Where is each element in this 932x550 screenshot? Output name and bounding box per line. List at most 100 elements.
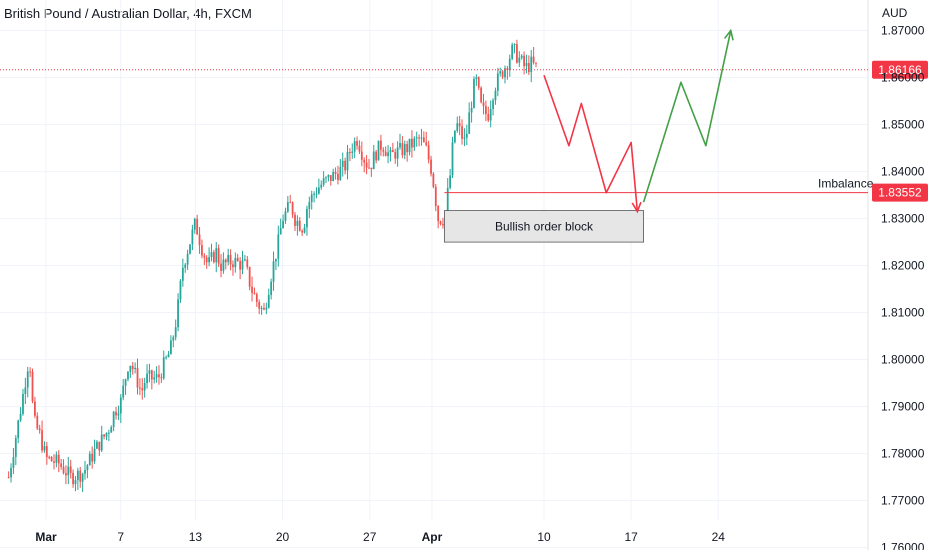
- candle-body: [148, 370, 151, 374]
- candle-body: [389, 150, 392, 153]
- candle-body: [511, 44, 514, 59]
- price-axis[interactable]: 1.87000 1.86000 1.85000 1.84000 1.83000 1.820…: [881, 24, 925, 550]
- candle-body: [289, 202, 292, 204]
- candle-body: [167, 354, 170, 358]
- candle-body: [382, 149, 385, 152]
- candle-body: [241, 260, 244, 270]
- candle-body: [530, 56, 533, 73]
- price-tick-label: 1.86000: [881, 71, 925, 85]
- candle-body: [365, 162, 368, 168]
- candles: [7, 39, 537, 492]
- candle-body: [74, 480, 77, 485]
- candle-body: [88, 453, 91, 466]
- candle-body: [356, 141, 358, 146]
- candle-body: [232, 264, 234, 268]
- candle-body: [153, 377, 156, 380]
- candle-body: [220, 263, 222, 271]
- candle-body: [437, 206, 440, 222]
- candle-body: [482, 102, 485, 107]
- candle-body: [501, 71, 504, 78]
- candle-body: [62, 466, 65, 474]
- candle-body: [22, 393, 24, 414]
- candle-body: [399, 143, 401, 148]
- time-tick-label: Apr: [422, 530, 443, 544]
- candle-body: [279, 228, 282, 235]
- candle-body: [84, 470, 86, 474]
- candle-body: [377, 140, 380, 161]
- candle-body: [396, 147, 399, 159]
- current-price-badge: [872, 60, 928, 79]
- candle-body: [81, 473, 84, 482]
- candle-body: [485, 106, 487, 115]
- candle-body: [246, 259, 249, 268]
- candle-body: [477, 77, 480, 88]
- candle-body: [255, 294, 258, 302]
- time-tick-label: 20: [276, 530, 290, 544]
- candle-body: [29, 371, 32, 373]
- candle-body: [465, 133, 468, 138]
- candle-body: [348, 152, 351, 154]
- candle-body: [473, 79, 475, 109]
- candle-body: [313, 193, 315, 195]
- candle-body: [48, 456, 51, 458]
- candle-body: [408, 138, 411, 153]
- candle-body: [165, 357, 168, 359]
- price-tick-label: 1.77000: [881, 494, 925, 508]
- candle-body: [496, 73, 499, 91]
- candle-body: [57, 454, 60, 464]
- candle-body: [434, 186, 437, 207]
- candle-body: [263, 308, 265, 310]
- candle-body: [155, 374, 158, 378]
- candle-body: [91, 453, 94, 462]
- current-price-text: 1.86166: [878, 63, 922, 77]
- candle-body: [98, 441, 101, 451]
- candle-body: [184, 264, 187, 268]
- candle-body: [344, 160, 347, 171]
- candle-body: [172, 337, 175, 341]
- candle-body: [470, 108, 473, 113]
- price-tick-label: 1.87000: [881, 24, 925, 38]
- candle-body: [227, 255, 230, 263]
- candle-body: [196, 218, 199, 235]
- candle-body: [442, 223, 444, 226]
- candle-body: [535, 62, 537, 64]
- candle-body: [298, 220, 301, 231]
- candle-body: [19, 413, 22, 421]
- candle-body: [251, 286, 253, 294]
- candle-body: [222, 259, 225, 271]
- candle-body: [258, 301, 261, 309]
- candle-body: [103, 434, 105, 437]
- candle-body: [308, 201, 311, 209]
- candle-body: [372, 151, 375, 170]
- projection-up-path: [642, 30, 732, 203]
- time-axis[interactable]: Mar 7 13 20 27 Apr 10 17 24: [35, 530, 725, 544]
- candle-body: [189, 244, 191, 254]
- price-tick-label: 1.80000: [881, 353, 925, 367]
- candle-body: [33, 401, 36, 416]
- candle-body: [516, 44, 518, 63]
- candle-body: [329, 175, 332, 182]
- candle-body: [353, 141, 356, 152]
- candle-body: [406, 144, 409, 153]
- candle-body: [317, 187, 320, 194]
- candle-body: [224, 259, 227, 263]
- candle-body: [234, 257, 237, 268]
- candle-body: [96, 441, 98, 449]
- candle-body: [527, 62, 530, 73]
- candle-body: [7, 477, 10, 479]
- candle-body: [205, 257, 208, 263]
- candle-body: [351, 151, 354, 153]
- imbalance-price-badge: [872, 183, 928, 202]
- time-tick-label: 10: [537, 530, 551, 544]
- candle-body: [150, 370, 153, 380]
- candle-body: [10, 467, 12, 478]
- candle-body: [401, 143, 404, 156]
- candle-body: [380, 140, 382, 150]
- candle-body: [518, 57, 521, 63]
- candle-body: [12, 457, 15, 468]
- candle-body: [267, 294, 270, 308]
- candle-body: [489, 108, 492, 121]
- candle-body: [506, 68, 509, 70]
- candle-body: [236, 257, 239, 261]
